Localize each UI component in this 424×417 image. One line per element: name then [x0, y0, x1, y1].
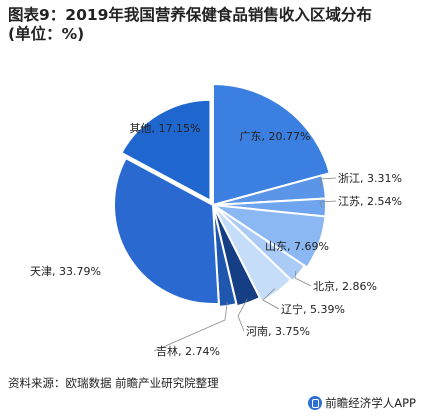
slice-label-浙江: 浙江, 3.31% — [338, 172, 402, 185]
pie-slice-其他 — [120, 98, 212, 203]
pie-slice-北京 — [212, 204, 307, 283]
brand-footer: 前瞻经济学人APP — [308, 395, 416, 411]
pie-slice-广东 — [212, 82, 331, 207]
leader-line-辽宁 — [262, 288, 280, 310]
pie-slice-天津 — [113, 156, 220, 305]
pie-slices — [113, 82, 331, 308]
source-note: 资料来源：欧瑞数据 前瞻产业研究院整理 — [8, 376, 219, 390]
chart-unit: (单位：%) — [8, 25, 85, 43]
chart-title: 图表9：2019年我国营养保健食品销售收入区域分布 (单位：%) — [8, 6, 418, 44]
slice-label-广东: 广东, 20.77% — [240, 130, 311, 143]
slice-label-江苏: 江苏, 2.54% — [338, 195, 402, 208]
slice-label-其他: 其他, 17.15% — [130, 122, 201, 135]
slice-label-辽宁: 辽宁, 5.39% — [281, 302, 345, 316]
pie-slice-河南 — [212, 204, 262, 308]
leader-line-江苏 — [319, 200, 337, 208]
chart-title-text: 图表9：2019年我国营养保健食品销售收入区域分布 — [8, 6, 372, 24]
pie-slice-吉林 — [212, 204, 238, 308]
pie-slice-山东 — [212, 204, 327, 269]
brand-logo-icon — [308, 396, 323, 410]
slice-labels: 广东, 20.77% 浙江, 3.31% 江苏, 2.54% 山东, 7.69% 北京,… — [30, 122, 402, 358]
slice-label-天津: 天津, 33.79% — [30, 265, 101, 278]
slice-label-山东: 山东, 7.69% — [265, 240, 329, 253]
brand-name: 前瞻经济学人APP — [325, 396, 416, 410]
leader-line-吉林 — [153, 301, 228, 352]
leader-line-浙江 — [319, 177, 337, 188]
slice-label-河南: 河南, 3.75% — [246, 325, 310, 338]
pie-slice-辽宁 — [212, 204, 293, 303]
slice-label-吉林: 吉林, 2.74% — [156, 344, 220, 358]
leader-line-河南 — [237, 298, 248, 332]
slice-label-北京: 北京, 2.86% — [313, 279, 377, 293]
leader-lines — [153, 177, 337, 352]
leader-line-北京 — [294, 271, 312, 287]
